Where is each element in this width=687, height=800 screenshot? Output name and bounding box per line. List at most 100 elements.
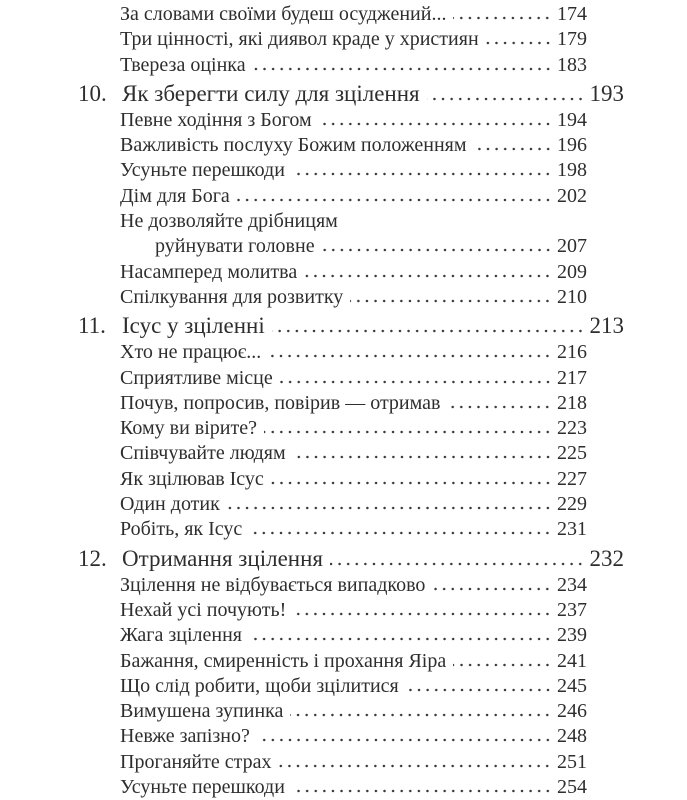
dot-leader <box>292 455 552 460</box>
entry-title: Почув, попросив, повірив — отримав <box>120 391 441 414</box>
entry-title: Співчувайте людям <box>120 442 286 465</box>
entry-page-number: 179 <box>557 28 587 51</box>
dot-leader <box>270 480 552 485</box>
entry-title: Вимушена зупинка <box>120 700 284 723</box>
entry-page-number: 227 <box>557 467 587 490</box>
entry-title: Усуньте перешкоди <box>120 776 285 799</box>
entry-page-number: 174 <box>557 3 587 25</box>
entry-page-number: 194 <box>557 108 587 131</box>
dot-leader <box>271 329 585 334</box>
chapter-number: 12. <box>78 545 107 571</box>
entry-title: Твереза оцінка <box>120 53 246 76</box>
toc-entry: Хто не працює... 216 <box>0 340 687 365</box>
dot-leader <box>447 404 552 409</box>
toc-entry: Спілкування для розвитку 210 <box>0 285 687 310</box>
chapter-number: 10. <box>78 80 107 106</box>
dot-leader <box>249 531 552 536</box>
entry-title: Бажання, смиренність і прохання Яіра <box>120 649 447 672</box>
entry-page-number: 210 <box>557 285 587 308</box>
dot-leader <box>453 16 552 20</box>
entry-page-number: 218 <box>557 391 587 414</box>
toc-entry: Насамперед молитва 209 <box>0 260 687 285</box>
dot-leader <box>329 561 585 566</box>
entry-page-number: 225 <box>557 442 587 465</box>
entry-page-number: 239 <box>557 624 587 647</box>
toc-entry: Дім для Бога 202 <box>0 184 687 209</box>
entry-title: Сприятливе місце <box>120 366 273 389</box>
entry-title: Отримання зцілення <box>122 545 323 571</box>
toc-entry: Три цінності, які диявол краде у христия… <box>0 27 687 52</box>
entry-title: Певне ходіння з Богом <box>120 108 312 131</box>
entry-page-number: 232 <box>589 545 625 571</box>
entry-title: Дім для Бога <box>120 184 230 207</box>
entry-page-number: 207 <box>557 235 587 258</box>
entry-title-line2: руйнувати головне <box>155 235 315 258</box>
entry-page-number: 248 <box>557 725 587 748</box>
entry-page-number: 198 <box>557 159 587 182</box>
dot-leader <box>291 789 552 794</box>
entry-title: Три цінності, які диявол краде у христия… <box>120 28 479 51</box>
dot-leader <box>405 687 552 692</box>
dot-leader <box>236 197 552 202</box>
dot-leader <box>249 637 552 642</box>
entry-title: Спілкування для розвитку <box>120 285 344 308</box>
dot-leader <box>278 763 552 768</box>
toc-entry: Що слід робити, щоби зцілитися 245 <box>0 674 687 699</box>
toc-entry-line2: руйнувати головне 207 <box>0 234 687 259</box>
dot-leader <box>252 66 552 71</box>
toc-entry: Невже запізно? 248 <box>0 724 687 749</box>
dot-leader <box>263 430 552 435</box>
toc-entry: Зцілення не відбувається випадково 234 <box>0 573 687 598</box>
entry-page-number: 202 <box>557 184 587 207</box>
entry-title: Як зберегти силу для зцілення <box>122 80 420 106</box>
dot-leader <box>473 147 552 152</box>
dot-leader <box>290 713 552 718</box>
dot-leader <box>426 96 585 101</box>
entry-title: Що слід робити, щоби зцілитися <box>120 674 399 697</box>
dot-leader <box>321 248 552 253</box>
entry-title: Робіть, як Ісус <box>120 518 243 541</box>
dot-leader <box>485 41 552 46</box>
entry-page-number: 183 <box>557 53 587 76</box>
entry-title: Зцілення не відбувається випадково <box>120 573 426 596</box>
toc-entry: Нехай усі почують! 237 <box>0 598 687 623</box>
entry-page-number: 245 <box>557 674 587 697</box>
toc-entry: Усуньте перешкоди 254 <box>0 775 687 800</box>
entry-page-number: 254 <box>557 776 587 799</box>
entry-title: Як зцілював Ісус <box>120 467 264 490</box>
toc-entry-line1: Не дозволяйте дрібницям <box>0 209 687 234</box>
entry-page-number: 209 <box>557 260 587 283</box>
toc-entry: Один дотик 229 <box>0 492 687 517</box>
toc-entry: Певне ходіння з Богом 194 <box>0 108 687 133</box>
toc-entry: Усуньте перешкоди 198 <box>0 158 687 183</box>
chapter-number: 11. <box>78 313 106 339</box>
entry-title: Нехай усі почують! <box>120 598 287 621</box>
dot-leader <box>291 172 552 177</box>
entry-title: Хто не працює... <box>120 341 262 364</box>
dot-leader <box>268 354 552 359</box>
toc-entry: Співчувайте людям 225 <box>0 441 687 466</box>
entry-page-number: 213 <box>589 313 625 339</box>
entry-title: Кому ви вірите? <box>120 417 257 440</box>
toc-entry: Кому ви вірите? 223 <box>0 416 687 441</box>
entry-page-number: 234 <box>557 573 587 596</box>
entry-page-number: 229 <box>557 493 587 516</box>
entry-page-number: 237 <box>557 598 587 621</box>
dot-leader <box>432 586 552 591</box>
dot-leader <box>350 298 552 303</box>
dot-leader <box>226 506 552 511</box>
dot-leader <box>256 738 552 743</box>
entry-title: Жага зцілення <box>120 624 243 647</box>
entry-page-number: 223 <box>557 417 587 440</box>
toc-entry-wrapped: Не дозволяйте дрібницям руйнувати головн… <box>0 209 687 260</box>
entry-page-number: 241 <box>557 649 587 672</box>
entry-title: Невже запізно? <box>120 725 250 748</box>
entry-page-number: 231 <box>557 518 587 541</box>
toc-chapter-entry: 10. Як зберегти силу для зцілення 193 <box>0 80 687 108</box>
dot-leader <box>318 121 552 126</box>
entry-page-number: 193 <box>589 80 625 106</box>
entry-page-number: 217 <box>557 366 587 389</box>
dot-leader <box>293 611 552 616</box>
entry-title: За словами своїми будеш осуджений... <box>120 3 447 25</box>
